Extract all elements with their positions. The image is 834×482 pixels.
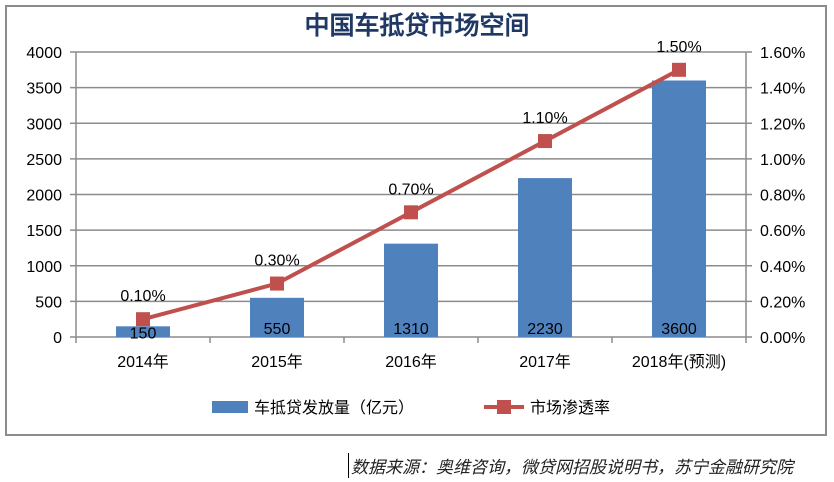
line-data-label: 0.70% [388,181,433,198]
line-data-label: 0.10% [120,288,165,305]
line-marker [672,62,686,77]
legend-bar-label: 车抵贷发放量（亿元） [254,399,414,417]
y-right-tick-label: 1.00% [760,152,805,169]
bar-data-label: 550 [264,321,291,338]
x-tick-label: 2015年 [251,353,303,371]
bar-data-label: 1310 [393,321,429,338]
y-left-tick-label: 2000 [26,188,62,205]
line-data-label: 1.10% [522,110,567,127]
x-tick-label: 2014年 [117,353,169,371]
chart-title: 中国车抵贷市场空间 [304,11,529,40]
bar [518,178,572,337]
line-data-label: 1.50% [656,39,701,56]
bar-data-label: 150 [130,326,157,343]
legend-bar-swatch [212,401,248,413]
bar [116,326,170,337]
y-left-tick-label: 3500 [26,81,62,98]
line-marker [136,312,150,327]
legend-line-marker [497,400,511,414]
chart-frame [5,5,827,436]
bar [652,80,706,337]
y-left-tick-label: 2500 [26,152,62,169]
y-left-tick-label: 1000 [26,259,62,276]
x-tick-label: 2016年 [385,353,437,371]
y-right-tick-label: 0.20% [760,294,805,311]
legend-line-label: 市场渗透率 [530,399,610,417]
line-marker [270,276,284,291]
y-right-tick-label: 1.40% [760,81,805,98]
y-right-tick-label: 1.20% [760,116,805,133]
y-right-tick-label: 0.60% [760,223,805,240]
source-note: 数据来源：奥维咨询，微贷网招股说明书，苏宁金融研究院 [348,453,793,478]
bar [384,243,438,337]
y-right-tick-label: 0.00% [760,330,805,347]
y-right-tick-label: 0.40% [760,259,805,276]
y-right-tick-label: 1.60% [760,45,805,62]
y-left-tick-label: 500 [35,294,62,311]
bar [250,297,304,337]
line-marker [404,205,418,220]
y-left-tick-label: 4000 [26,45,62,62]
y-left-tick-label: 1500 [26,223,62,240]
bar-data-label: 3600 [661,321,697,338]
y-left-tick-label: 3000 [26,116,62,133]
line-data-label: 0.30% [254,253,299,270]
y-left-tick-label: 0 [53,330,62,347]
y-right-tick-label: 0.80% [760,188,805,205]
x-tick-label: 2018年(预测) [632,353,726,371]
x-tick-label: 2017年 [519,353,571,371]
line-marker [538,134,552,149]
bar-data-label: 2230 [527,321,563,338]
